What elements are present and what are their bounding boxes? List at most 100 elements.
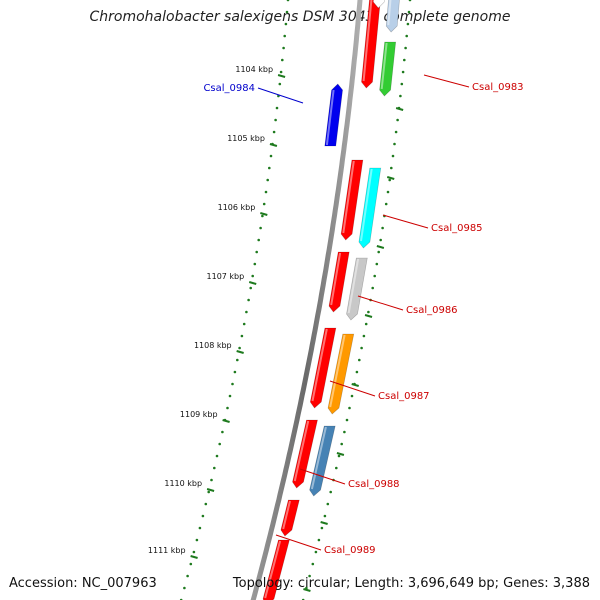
- kbp-label: 1105 kbp: [227, 134, 265, 143]
- cds-arrow: [292, 419, 318, 489]
- tick-dot: [345, 418, 349, 422]
- cds-arrow-shine: [311, 328, 328, 402]
- tick-dot: [403, 58, 406, 62]
- minor-tick: [395, 107, 404, 111]
- minor-tick: [376, 245, 385, 249]
- major-tick: [236, 350, 244, 354]
- tick-dot: [255, 250, 258, 254]
- tick-dot: [192, 550, 196, 554]
- cds-arrow-shine: [362, 0, 373, 82]
- tick-dot: [268, 166, 271, 170]
- tick-dot: [269, 154, 273, 158]
- tick-dot: [394, 130, 398, 134]
- tick-dot: [262, 202, 266, 206]
- tick-dot: [355, 370, 359, 374]
- tick-dot: [259, 226, 262, 230]
- tick-dot: [373, 274, 377, 278]
- tick-dot: [320, 526, 324, 530]
- accession-text: Accession: NC_007963: [9, 576, 157, 591]
- kbp-label: 1106 kbp: [218, 203, 256, 212]
- gene-arrow-csal_0985-shine: [360, 168, 373, 242]
- leader-line: [357, 295, 404, 311]
- tick-dot: [381, 226, 384, 230]
- tick-dot: [266, 178, 270, 182]
- tick-dot: [391, 154, 395, 158]
- tick-dot: [215, 454, 219, 458]
- major-tick: [260, 212, 268, 216]
- gene-label-csal_0986: Csal_0986: [406, 305, 458, 316]
- tick-dot: [360, 346, 363, 350]
- gene-arrow-csal_0983: [379, 41, 397, 97]
- tick-dot: [247, 298, 250, 302]
- tick-dot: [400, 82, 404, 86]
- major-tick: [248, 281, 257, 285]
- gene-arrow-csal_0986-shine: [347, 258, 360, 314]
- gene-label-csal_0983: Csal_0983: [472, 82, 524, 93]
- gene-arrow-csal-0984: [324, 83, 343, 147]
- tick-dot: [350, 394, 354, 398]
- tick-dot: [375, 262, 379, 266]
- gene-arrow-csal-0984-shine: [325, 89, 335, 146]
- cds-arrow: [328, 251, 350, 313]
- gene-arrow-pale-shine: [387, 0, 392, 26]
- leader-line: [423, 74, 470, 88]
- kbp-scale-labels: 1104 kbp 1105 kbp 1106 kbp 1107 kbp 1108 kbp…: [148, 65, 404, 592]
- tick-dot: [314, 550, 318, 554]
- tick-dot: [399, 94, 402, 98]
- genome-backbone: [250, 0, 363, 600]
- tick-dot: [257, 238, 261, 242]
- major-tick: [277, 74, 286, 78]
- tick-dot: [228, 394, 232, 398]
- minor-tick: [303, 588, 311, 592]
- tick-dot: [213, 466, 216, 470]
- tick-dot: [253, 262, 257, 266]
- tick-dot: [285, 10, 289, 14]
- cds-arrow: [309, 327, 337, 409]
- kbp-label: 1109 kbp: [180, 410, 218, 419]
- tick-dot: [238, 346, 241, 350]
- tick-dot: [401, 70, 405, 74]
- gene-label-csal_0984: Csal_0984: [203, 83, 255, 94]
- major-tick: [206, 488, 215, 492]
- tick-dot: [393, 142, 396, 146]
- tick-dot: [183, 586, 186, 590]
- leader-line: [329, 380, 376, 397]
- tick-dot: [261, 214, 264, 218]
- cds-arrow-shine: [330, 252, 342, 306]
- tick-dot: [396, 118, 399, 122]
- leader-line: [257, 87, 304, 104]
- tick-dot: [218, 442, 221, 446]
- gene-arrow-csal_0987: [327, 333, 355, 415]
- tick-dot: [207, 490, 210, 494]
- tick-dot: [286, 0, 290, 2]
- map-title: Chromohalobacter salexigens DSM 3043, co…: [89, 9, 511, 25]
- cds-arrow: [262, 539, 290, 600]
- cds-arrow-shine: [342, 160, 355, 234]
- tick-dot: [329, 490, 333, 494]
- tick-dot: [343, 430, 346, 434]
- cds-arrow-shine: [293, 420, 310, 482]
- cds-arrow-shine: [264, 540, 282, 599]
- tick-dot: [367, 310, 370, 314]
- tick-dot: [221, 430, 224, 434]
- tick-dot: [371, 286, 375, 290]
- tick-dot: [377, 250, 381, 254]
- gene-features: [262, 0, 400, 600]
- tick-dot: [278, 82, 282, 86]
- gene-arrow-csal_0985: [358, 167, 382, 249]
- tick-dot: [283, 34, 287, 38]
- tick-dot: [326, 502, 330, 506]
- tick-dot: [388, 178, 392, 182]
- gene-arrow-csal_0987-shine: [329, 334, 346, 408]
- tick-dot: [264, 190, 268, 194]
- major-tick: [222, 419, 230, 423]
- tick-dot: [272, 130, 276, 134]
- gene-arrow-csal_0988-shine: [310, 426, 327, 490]
- tick-dot: [362, 334, 366, 338]
- cds-arrow: [340, 159, 364, 241]
- minor-tick: [320, 521, 328, 525]
- kbp-label: 1108 kbp: [194, 341, 232, 350]
- cds-arrow: [280, 499, 300, 537]
- major-tick: [269, 143, 278, 147]
- leader-line: [382, 214, 429, 229]
